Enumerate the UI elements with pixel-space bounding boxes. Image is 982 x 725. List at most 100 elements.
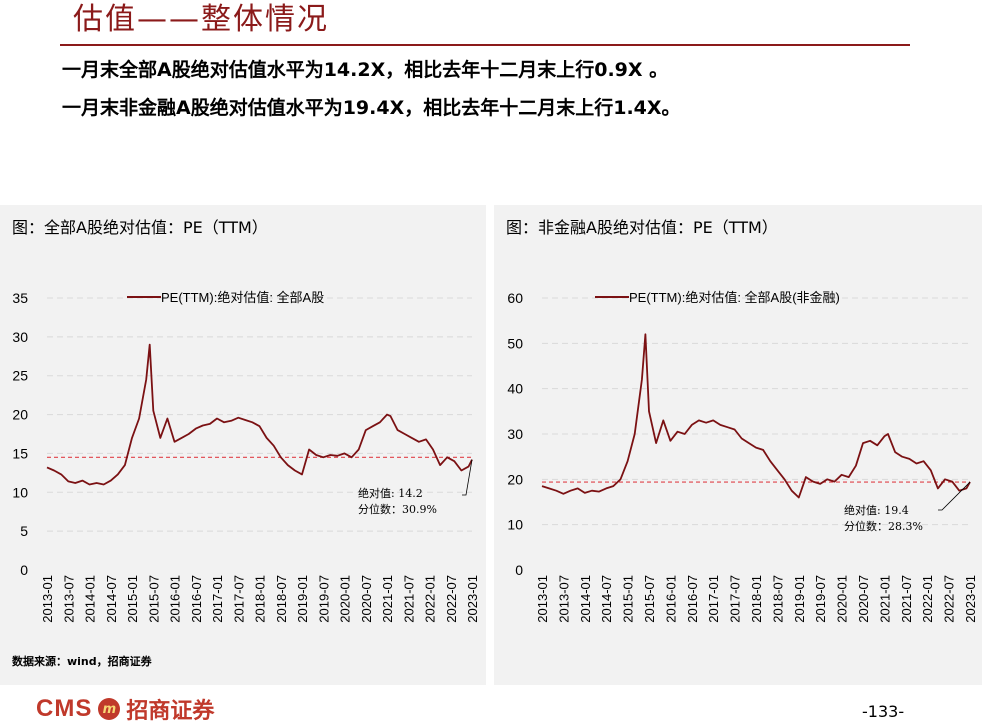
x-tick-label: 2020-07	[856, 575, 871, 623]
data-point	[669, 440, 671, 442]
data-point	[627, 460, 629, 462]
data-point	[719, 424, 721, 426]
summary-line-all-a: 一月末全部A股绝对估值水平为14.2X，相比去年十二月末上行0.9X 。	[62, 59, 669, 81]
data-point	[916, 462, 918, 464]
y-tick-label: 60	[507, 290, 523, 306]
data-point	[386, 414, 388, 416]
data-point	[923, 460, 925, 462]
x-tick-label: 2017-01	[210, 575, 225, 623]
x-tick-label: 2016-01	[168, 575, 183, 623]
x-tick-label: 2023-01	[963, 575, 978, 623]
data-point	[662, 419, 664, 421]
data-point	[390, 415, 392, 417]
x-tick-label: 2014-01	[83, 575, 98, 623]
legend-label: PE(TTM):绝对估值: 全部A股	[161, 290, 324, 305]
logo-latin: CMS	[36, 695, 93, 722]
data-point	[841, 474, 843, 476]
data-point	[301, 473, 303, 475]
data-point	[826, 478, 828, 480]
data-point	[287, 464, 289, 466]
x-tick-label: 2019-01	[792, 575, 807, 623]
data-point	[698, 419, 700, 421]
data-point	[769, 460, 771, 462]
data-point	[230, 420, 232, 422]
data-point	[894, 451, 896, 453]
y-tick-label: 0	[515, 562, 523, 578]
data-point	[152, 410, 154, 412]
x-tick-label: 2017-07	[231, 575, 246, 623]
x-tick-label: 2017-01	[706, 575, 721, 623]
annotation-value: 绝对值: 14.2	[358, 486, 423, 500]
data-point	[883, 435, 885, 437]
x-tick-label: 2016-01	[663, 575, 678, 623]
annotation-percentile: 分位数：28.3%	[844, 519, 923, 533]
x-tick-label: 2018-01	[253, 575, 268, 623]
data-source: 数据来源：wind，招商证券	[12, 655, 152, 668]
data-point	[138, 417, 140, 419]
data-point	[734, 428, 736, 430]
x-tick-label: 2020-07	[359, 575, 374, 623]
data-point	[612, 485, 614, 487]
x-tick-label: 2021-07	[899, 575, 914, 623]
x-tick-label: 2021-07	[401, 575, 416, 623]
x-tick-label: 2014-07	[599, 575, 614, 623]
data-point	[869, 440, 871, 442]
data-point	[181, 437, 183, 439]
data-point	[124, 464, 126, 466]
data-point	[379, 421, 381, 423]
brand-logo: CMS m 招商证券	[36, 693, 214, 725]
x-tick-label: 2021-01	[380, 575, 395, 623]
series-line	[541, 333, 971, 499]
data-point	[195, 428, 197, 430]
data-point	[110, 480, 112, 482]
legend-label: PE(TTM):绝对估值: 全部A股(非金融)	[629, 290, 840, 305]
chart-panel-nonfin: 图：非金融A股绝对估值：PE（TTM） 0 10 20 30 40 50 60 2013-01…	[494, 205, 982, 685]
data-point	[605, 487, 607, 489]
logo-mark-icon: m	[98, 698, 121, 720]
data-point	[958, 490, 960, 492]
x-tick-label: 2020-01	[835, 575, 850, 623]
page-number: -133-	[862, 702, 905, 721]
data-point	[641, 379, 643, 381]
x-tick-label: 2022-01	[423, 575, 438, 623]
data-point	[329, 454, 331, 456]
summary-line-nonfin: 一月末非金融A股绝对估值水平为19.4X，相比去年十二月末上行1.4X。	[62, 97, 681, 119]
data-point	[755, 447, 757, 449]
data-point	[619, 478, 621, 480]
data-point	[644, 333, 646, 335]
data-point	[467, 466, 469, 468]
data-point	[174, 441, 176, 443]
data-point	[741, 438, 743, 440]
y-tick-label: 40	[507, 381, 523, 397]
x-tick-label: 2013-07	[61, 575, 76, 623]
data-point	[315, 454, 317, 456]
data-point	[791, 490, 793, 492]
data-point	[294, 470, 296, 472]
x-tick-label: 2022-01	[920, 575, 935, 623]
data-point	[908, 458, 910, 460]
x-tick-label: 2016-07	[685, 575, 700, 623]
data-point	[404, 433, 406, 435]
x-tick-label: 2022-07	[444, 575, 459, 623]
x-tick-label: 2014-07	[104, 575, 119, 623]
data-point	[901, 456, 903, 458]
data-point	[432, 449, 434, 451]
title-divider	[60, 44, 910, 46]
data-point	[344, 452, 346, 454]
data-point	[805, 476, 807, 478]
data-point	[74, 482, 76, 484]
data-point	[67, 480, 69, 482]
data-point	[798, 496, 800, 498]
data-point	[726, 426, 728, 428]
data-point	[598, 491, 600, 493]
data-point	[784, 478, 786, 480]
x-tick-label: 2019-01	[295, 575, 310, 623]
x-tick-label: 2013-07	[556, 575, 571, 623]
data-point	[439, 464, 441, 466]
x-tick-label: 2019-07	[813, 575, 828, 623]
y-tick-label: 10	[12, 484, 28, 500]
y-tick-label: 10	[507, 517, 523, 533]
data-point	[951, 481, 953, 483]
x-tick-label: 2013-01	[535, 575, 550, 623]
data-point	[876, 444, 878, 446]
